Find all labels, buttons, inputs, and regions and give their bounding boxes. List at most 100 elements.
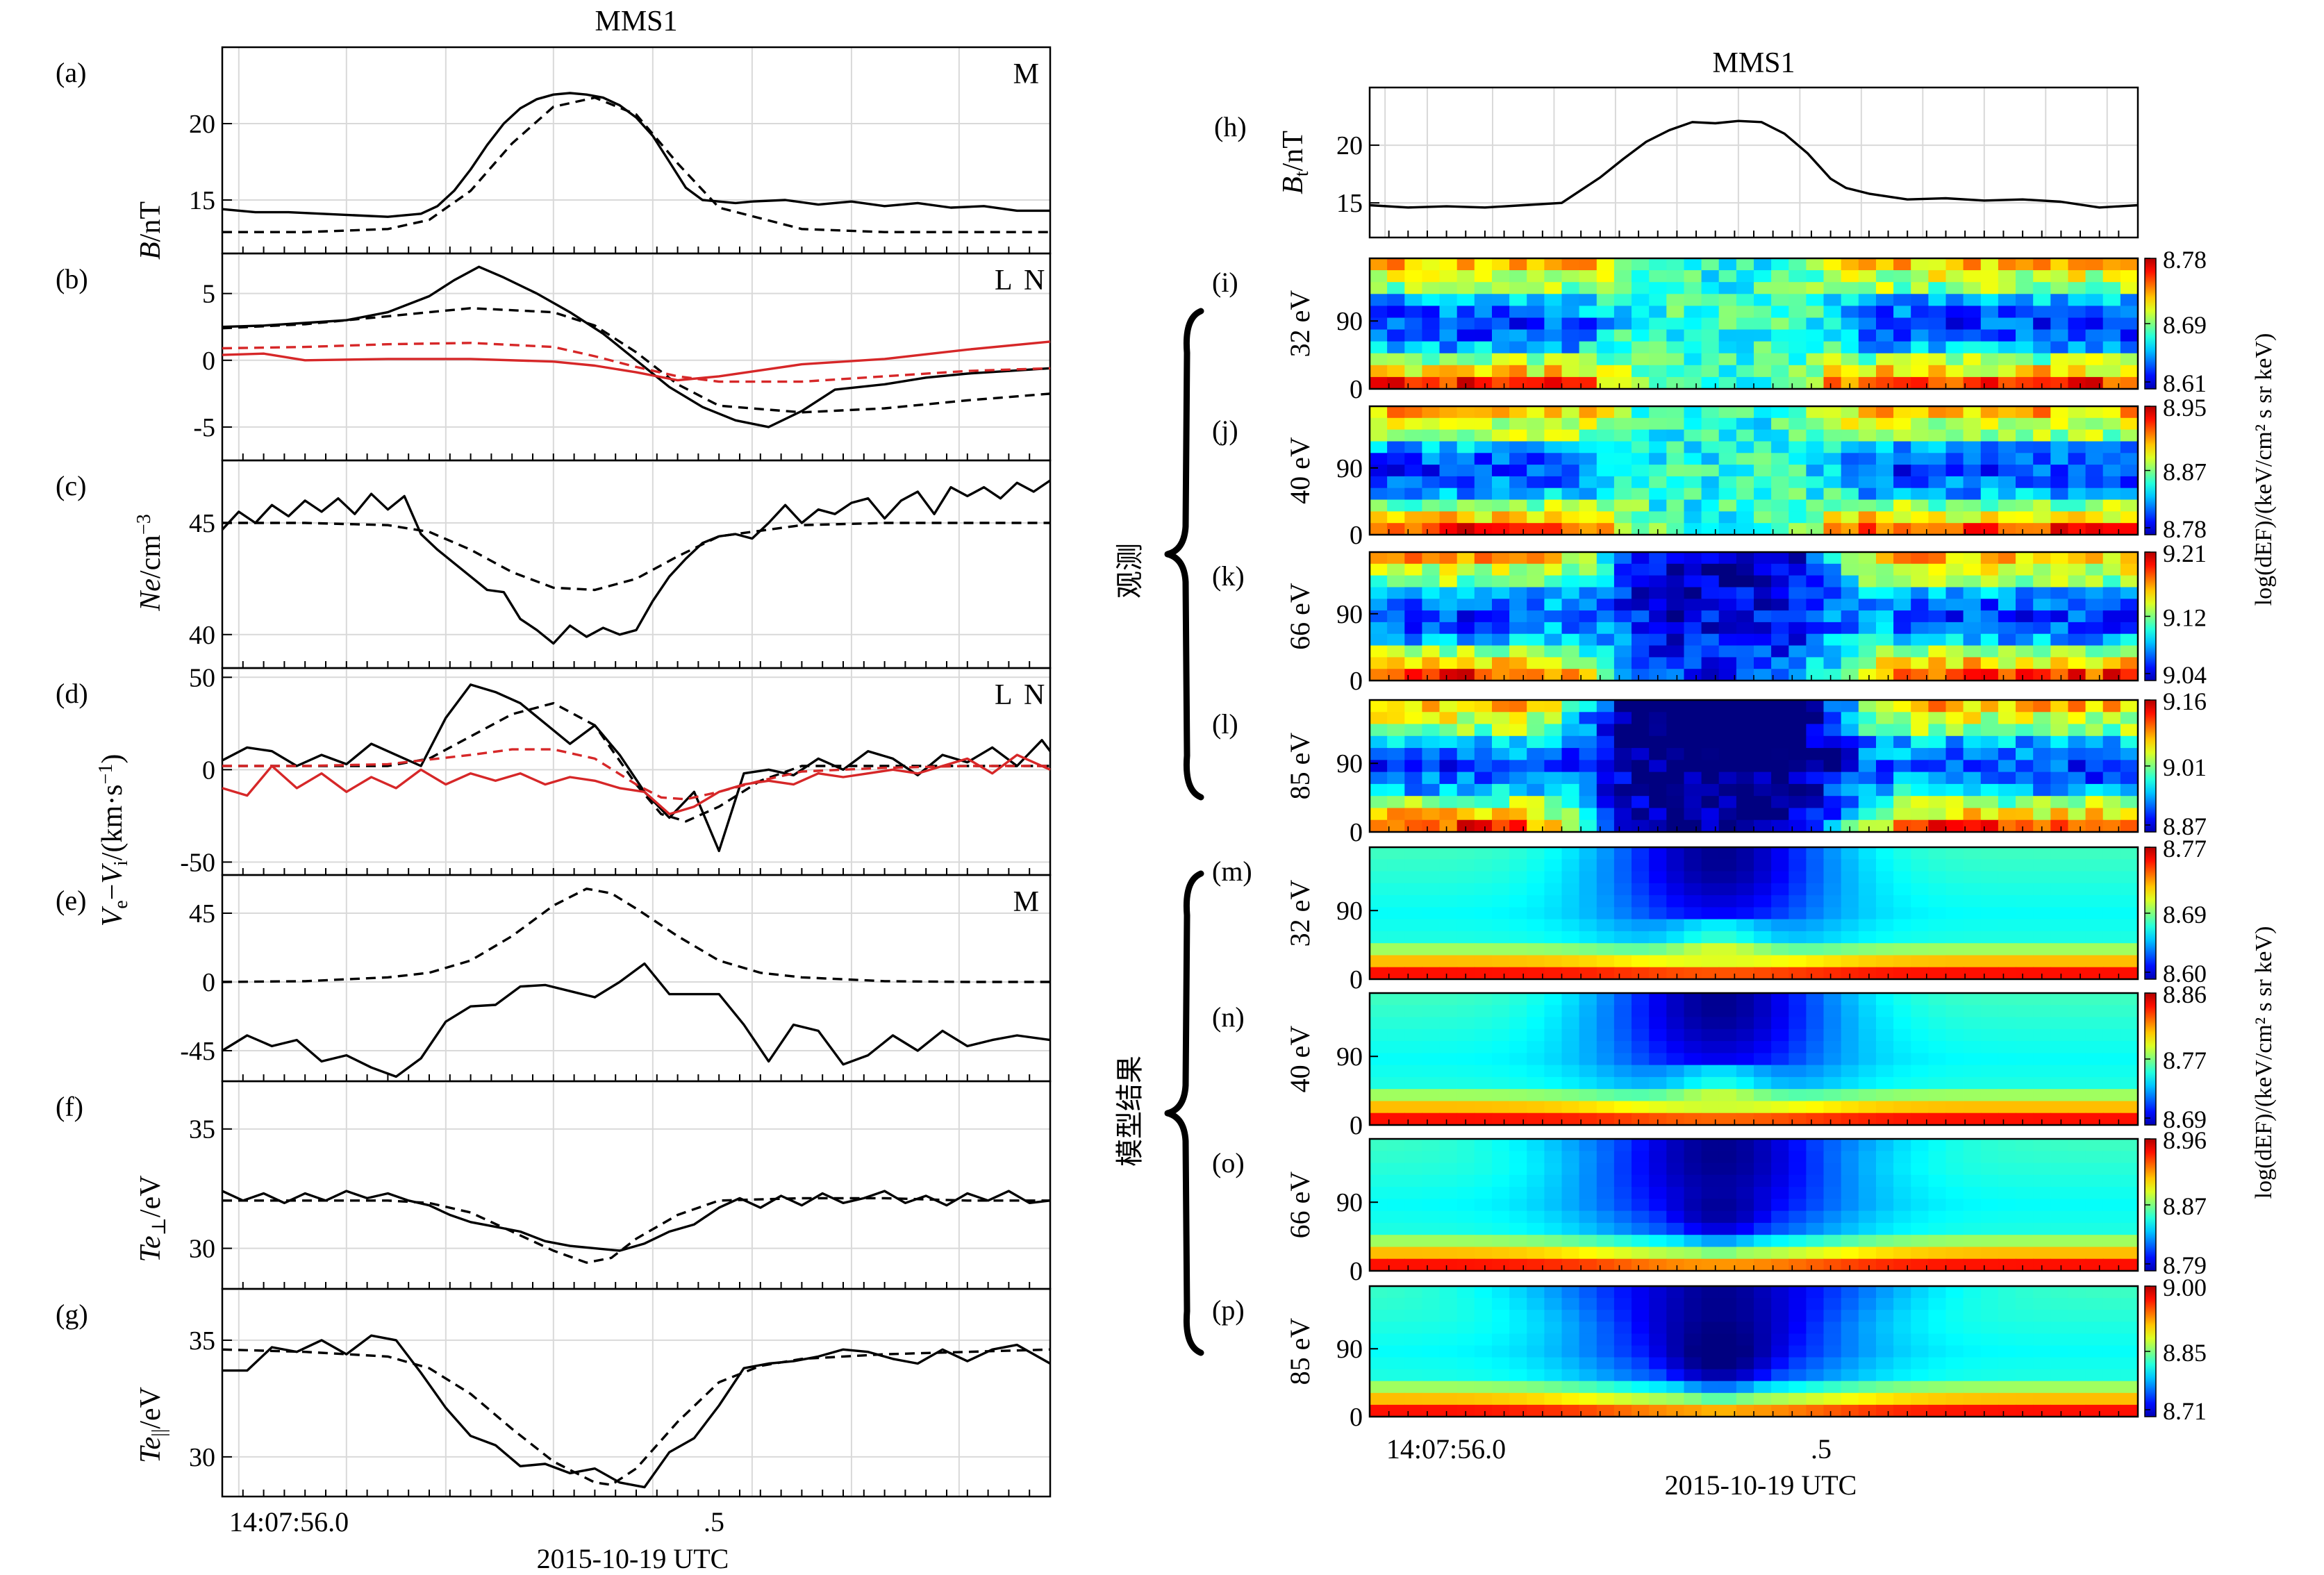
heatmap-cell: [1649, 417, 1668, 431]
heatmap-cell: [1701, 1017, 1720, 1030]
heatmap-cell: [1963, 329, 1982, 342]
heatmap-cell: [1544, 808, 1563, 821]
heatmap-cell: [1527, 1369, 1545, 1382]
heatmap-cell: [1474, 552, 1493, 565]
heatmap-cell: [1806, 1345, 1825, 1358]
heatmap-cell: [2033, 748, 2052, 761]
heatmap-cell: [1527, 1005, 1545, 1018]
heatmap-cell: [1474, 1112, 1493, 1126]
heatmap-cell: [1666, 429, 1685, 442]
heatmap-cell: [1544, 622, 1563, 635]
heatmap-cell: [1980, 700, 1999, 713]
heatmap-cell: [1980, 633, 1999, 647]
heatmap-cell: [1666, 967, 1685, 980]
heatmap-cell: [1404, 895, 1423, 908]
heatmap-cell: [1701, 1258, 1720, 1272]
heatmap-cell: [1963, 1247, 1982, 1260]
heatmap-cell: [1561, 1187, 1580, 1200]
heatmap-cell: [1579, 1310, 1597, 1323]
heatmap-cell: [2050, 599, 2069, 611]
heatmap-cell: [1492, 819, 1510, 833]
heatmap-cell: [1649, 282, 1668, 295]
heatmap-cell: [1456, 735, 1475, 749]
heatmap-cell: [1911, 1151, 1929, 1164]
heatmap-cell: [2016, 341, 2034, 354]
heatmap-cell: [1911, 883, 1929, 896]
heatmap-cell: [1788, 317, 1807, 331]
heatmap-cell: [1945, 748, 1964, 761]
heatmap-cell: [2033, 1199, 2052, 1212]
heatmap-cell: [1876, 552, 1894, 565]
heatmap-cell: [1649, 1139, 1668, 1152]
heatmap-cell: [2085, 1162, 2104, 1176]
heatmap-cell: [2120, 499, 2139, 512]
heatmap-cell: [1980, 599, 1999, 611]
heatmap-cell: [1736, 1258, 1754, 1272]
heatmap-cell: [1771, 760, 1789, 773]
heatmap-cell: [1684, 796, 1702, 809]
heatmap-cell: [1841, 993, 1859, 1006]
y-tick-label: 50: [189, 663, 215, 692]
heatmap-cell: [1684, 511, 1702, 524]
heatmap-cell: [1754, 488, 1772, 501]
heatmap-cell: [1404, 610, 1423, 623]
heatmap-cell: [1841, 1162, 1859, 1176]
heatmap-cell: [2102, 919, 2121, 932]
heatmap-cell: [1945, 1112, 1964, 1126]
heatmap-cell: [2050, 1041, 2069, 1054]
heatmap-cell: [2033, 1151, 2052, 1164]
heatmap-cell: [1632, 993, 1650, 1006]
heatmap-cell: [1945, 417, 1964, 431]
heatmap-cell: [1596, 258, 1615, 271]
heatmap-cell: [2033, 943, 2052, 956]
heatmap-cell: [2016, 353, 2034, 366]
heatmap-cell: [1492, 417, 1510, 431]
heatmap-cell: [1876, 1322, 1894, 1335]
heatmap-cell: [2016, 919, 2034, 932]
heatmap-cell: [1841, 657, 1859, 669]
corner-label: L: [995, 679, 1013, 711]
heatmap-cell: [1928, 1298, 1947, 1310]
heatmap-cell: [1893, 476, 1911, 489]
heatmap-cell: [1561, 1222, 1580, 1235]
heatmap-cell: [1718, 955, 1737, 968]
heatmap-cell: [1422, 1162, 1441, 1176]
heatmap-cell: [1998, 1151, 2016, 1164]
heatmap-cell: [1754, 760, 1772, 773]
heatmap-cell: [1736, 317, 1754, 331]
heatmap-cell: [1806, 907, 1825, 920]
heatmap-cell: [1596, 1222, 1615, 1235]
heatmap-cell: [2050, 1065, 2069, 1078]
heatmap-cell: [1649, 622, 1668, 635]
heatmap-cell: [1806, 1357, 1825, 1370]
heatmap-cell: [2050, 1222, 2069, 1235]
heatmap-cell: [1980, 406, 1999, 419]
heatmap-cell: [2085, 1065, 2104, 1078]
heatmap-cell: [1928, 931, 1947, 944]
heatmap-cell: [1387, 282, 1405, 295]
heatmap-cell: [1928, 669, 1947, 681]
heatmap-cell: [1876, 1199, 1894, 1212]
heatmap-cell: [1718, 270, 1737, 283]
heatmap-cell: [1754, 1333, 1772, 1347]
heatmap-cell: [2085, 919, 2104, 932]
heatmap-cell: [1718, 1041, 1737, 1054]
heatmap-cell: [1456, 575, 1475, 588]
heatmap-cell: [1736, 1005, 1754, 1018]
heatmap-cell: [2016, 1404, 2034, 1417]
heatmap-cell: [1613, 724, 1632, 737]
heatmap-cell: [1823, 1258, 1842, 1272]
heatmap-cell: [1823, 1298, 1842, 1310]
heatmap-cell: [1492, 341, 1510, 354]
heatmap-cell: [1754, 796, 1772, 809]
colorbar-tick-label: 9.01: [2163, 753, 2207, 781]
heatmap-cell: [1893, 1065, 1911, 1078]
heatmap-cell: [1684, 712, 1702, 725]
heatmap-cell: [1404, 1041, 1423, 1054]
heatmap-cell: [1596, 1310, 1615, 1323]
heatmap-cell: [1439, 365, 1458, 378]
heatmap-cell: [2050, 453, 2069, 465]
heatmap-cell: [2120, 669, 2139, 681]
heatmap-cell: [1998, 376, 2016, 390]
